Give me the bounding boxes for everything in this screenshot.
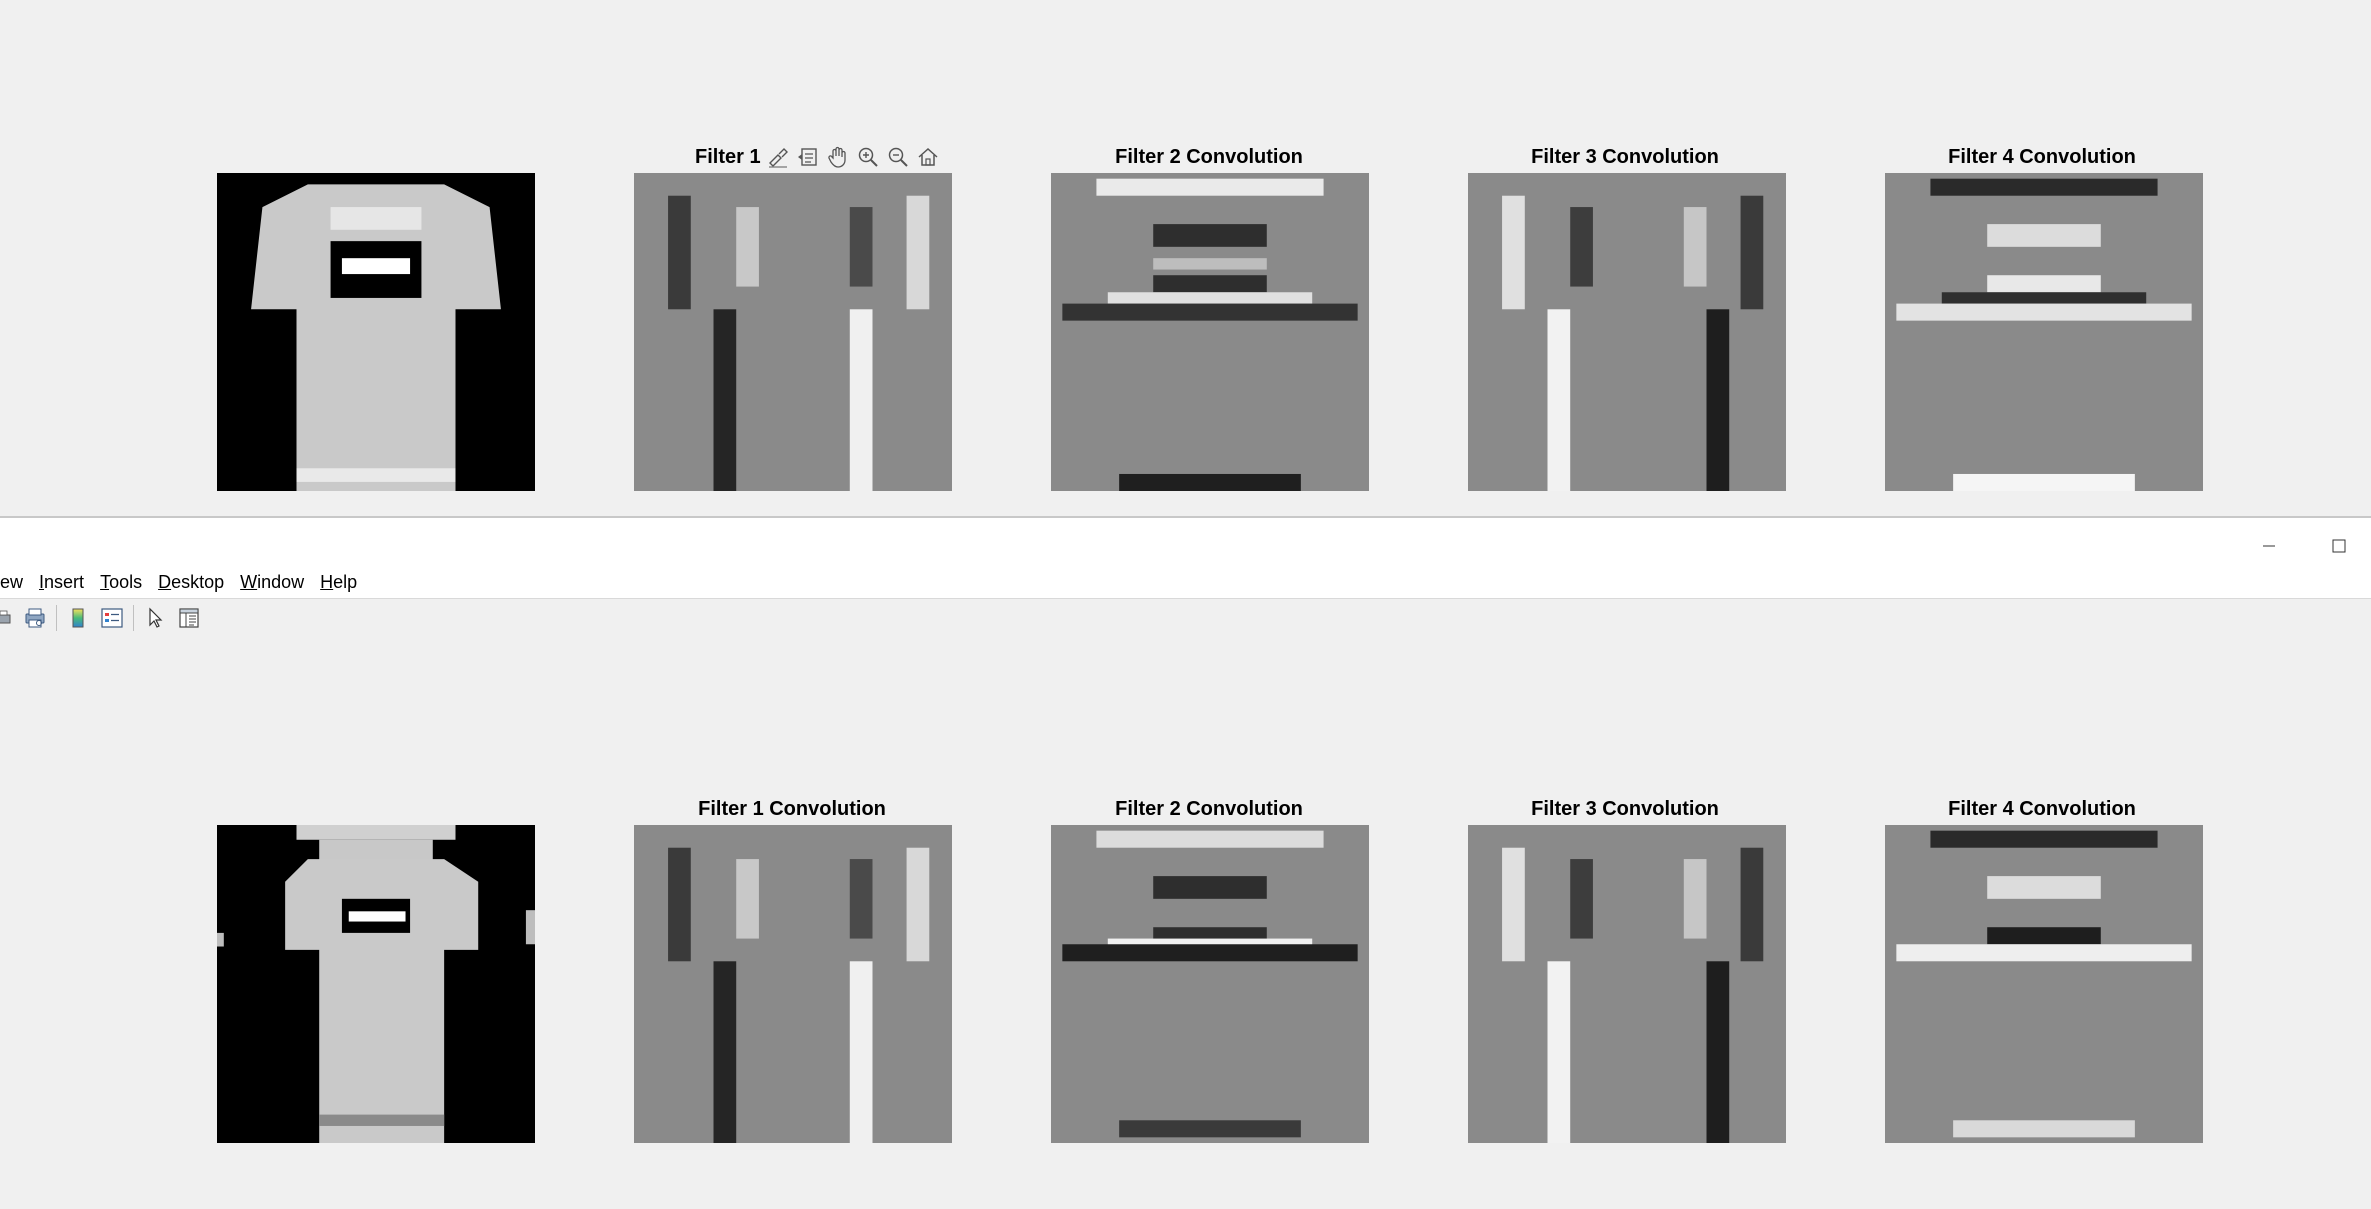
plot-title-filter-2: Filter 2 Convolution — [1115, 798, 1303, 820]
filter-3-axes[interactable] — [1468, 825, 1786, 1143]
filter-4-axes[interactable] — [1885, 173, 2203, 491]
filter-1-axes[interactable] — [634, 825, 952, 1143]
colorbar-icon[interactable] — [63, 603, 93, 633]
input-image-axes[interactable] — [217, 825, 535, 1143]
print-preview-icon[interactable] — [20, 603, 50, 633]
filter-4-axes[interactable] — [1885, 825, 2203, 1143]
menu-bar: ew Insert Tools Desktop Window Help — [0, 566, 400, 598]
figure-toolbar — [0, 598, 2371, 637]
plot-title-filter-1: Filter 1 Convolution — [698, 798, 886, 820]
filter-3-axes[interactable] — [1468, 173, 1786, 491]
plot-title-filter-4: Filter 4 Convolution — [1948, 798, 2136, 820]
toolbar-separator — [56, 604, 57, 631]
menu-help[interactable]: Help — [320, 571, 358, 592]
toolbar-separator — [133, 604, 134, 631]
print-icon[interactable] — [0, 603, 14, 633]
datatip-icon[interactable] — [794, 143, 822, 171]
menu-window[interactable]: Window — [240, 571, 305, 592]
zoom-out-icon[interactable] — [884, 143, 912, 171]
plot-title-filter-3: Filter 3 Convolution — [1531, 798, 1719, 820]
select-arrow-icon[interactable] — [140, 603, 170, 633]
menu-insert[interactable]: Insert — [39, 571, 85, 592]
menu-view[interactable]: ew — [0, 571, 24, 592]
menu-desktop[interactable]: Desktop — [158, 571, 225, 592]
menu-tools[interactable]: Tools — [100, 571, 143, 592]
input-image-axes[interactable] — [217, 173, 535, 491]
pan-icon[interactable] — [824, 143, 852, 171]
minimize-icon[interactable] — [2246, 526, 2292, 566]
filter-2-axes[interactable] — [1051, 825, 1369, 1143]
plot-title-filter-3: Filter 3 Convolution — [1531, 146, 1719, 168]
filter-2-axes[interactable] — [1051, 173, 1369, 491]
plot-title-filter-2: Filter 2 Convolution — [1115, 146, 1303, 168]
figure-window-chrome: ew Insert Tools Desktop Window Help — [0, 516, 2371, 637]
top-figure: Filter 1 Filter 2 Convolution Filter 3 C… — [0, 0, 2371, 517]
legend-icon[interactable] — [97, 603, 127, 633]
maximize-icon[interactable] — [2316, 526, 2362, 566]
brush-icon[interactable] — [764, 143, 792, 171]
axes-toolbar — [764, 140, 954, 174]
zoom-in-icon[interactable] — [854, 143, 882, 171]
property-inspector-icon[interactable] — [174, 603, 204, 633]
bottom-figure: Filter 1 Convolution Filter 2 Convolutio… — [0, 635, 2371, 1209]
home-icon[interactable] — [914, 143, 942, 171]
plot-title-filter-1: Filter 1 — [695, 146, 761, 168]
plot-title-filter-4: Filter 4 Convolution — [1948, 146, 2136, 168]
filter-1-axes[interactable] — [634, 173, 952, 491]
